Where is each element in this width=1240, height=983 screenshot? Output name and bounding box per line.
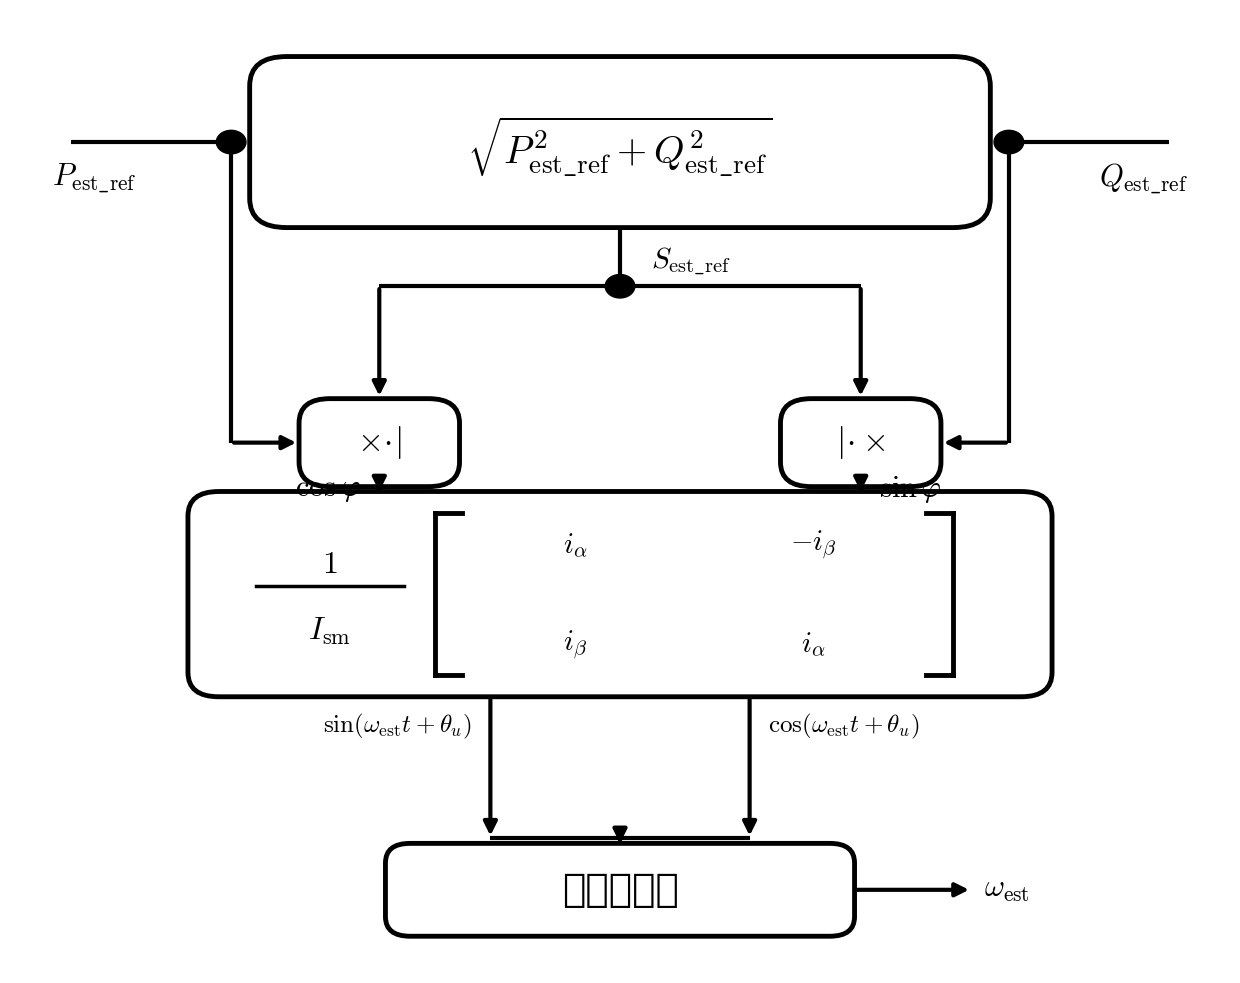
Text: $\cos(\omega_{\mathrm{est}}t+\theta_{u})$: $\cos(\omega_{\mathrm{est}}t+\theta_{u})… bbox=[768, 712, 920, 740]
Text: $\sin(\omega_{\mathrm{est}}t+\theta_{u})$: $\sin(\omega_{\mathrm{est}}t+\theta_{u})… bbox=[324, 712, 472, 740]
FancyBboxPatch shape bbox=[780, 399, 941, 487]
Circle shape bbox=[216, 131, 246, 153]
Text: $i_{\alpha}$: $i_{\alpha}$ bbox=[801, 631, 826, 660]
Text: $i_{\beta}$: $i_{\beta}$ bbox=[563, 628, 587, 662]
Text: $1$: $1$ bbox=[322, 549, 337, 580]
Text: 角频率计算: 角频率计算 bbox=[562, 871, 678, 909]
Text: $\sin\varphi$: $\sin\varphi$ bbox=[879, 474, 942, 504]
Text: $\sqrt{P_{\mathrm{est\_ref}}^{2}+Q_{\mathrm{est\_ref}}^{2}}$: $\sqrt{P_{\mathrm{est\_ref}}^{2}+Q_{\mat… bbox=[467, 115, 773, 179]
FancyBboxPatch shape bbox=[386, 843, 854, 936]
Text: $I_{\mathrm{sm}}$: $I_{\mathrm{sm}}$ bbox=[309, 615, 351, 647]
Text: $Q_{\mathrm{est\_ref}}$: $Q_{\mathrm{est\_ref}}$ bbox=[1099, 161, 1188, 197]
Text: $\cos\varphi$: $\cos\varphi$ bbox=[295, 475, 361, 503]
Text: $P_{\mathrm{est\_ref}}$: $P_{\mathrm{est\_ref}}$ bbox=[52, 161, 136, 196]
Text: $\omega_{\mathrm{est}}$: $\omega_{\mathrm{est}}$ bbox=[985, 875, 1030, 904]
Text: $i_{\alpha}$: $i_{\alpha}$ bbox=[563, 531, 587, 559]
Circle shape bbox=[994, 131, 1024, 153]
Circle shape bbox=[605, 274, 635, 298]
Text: $\mathbf{\times\!\cdot\!|}$: $\mathbf{\times\!\cdot\!|}$ bbox=[357, 424, 402, 461]
Text: $-i_{\beta}$: $-i_{\beta}$ bbox=[790, 529, 837, 562]
FancyBboxPatch shape bbox=[188, 492, 1052, 697]
Text: $\mathbf{|\!\cdot\!\times}$: $\mathbf{|\!\cdot\!\times}$ bbox=[836, 424, 885, 461]
Text: $S_{\mathrm{est\_ref}}$: $S_{\mathrm{est\_ref}}$ bbox=[651, 246, 730, 278]
FancyBboxPatch shape bbox=[299, 399, 460, 487]
FancyBboxPatch shape bbox=[249, 57, 991, 228]
